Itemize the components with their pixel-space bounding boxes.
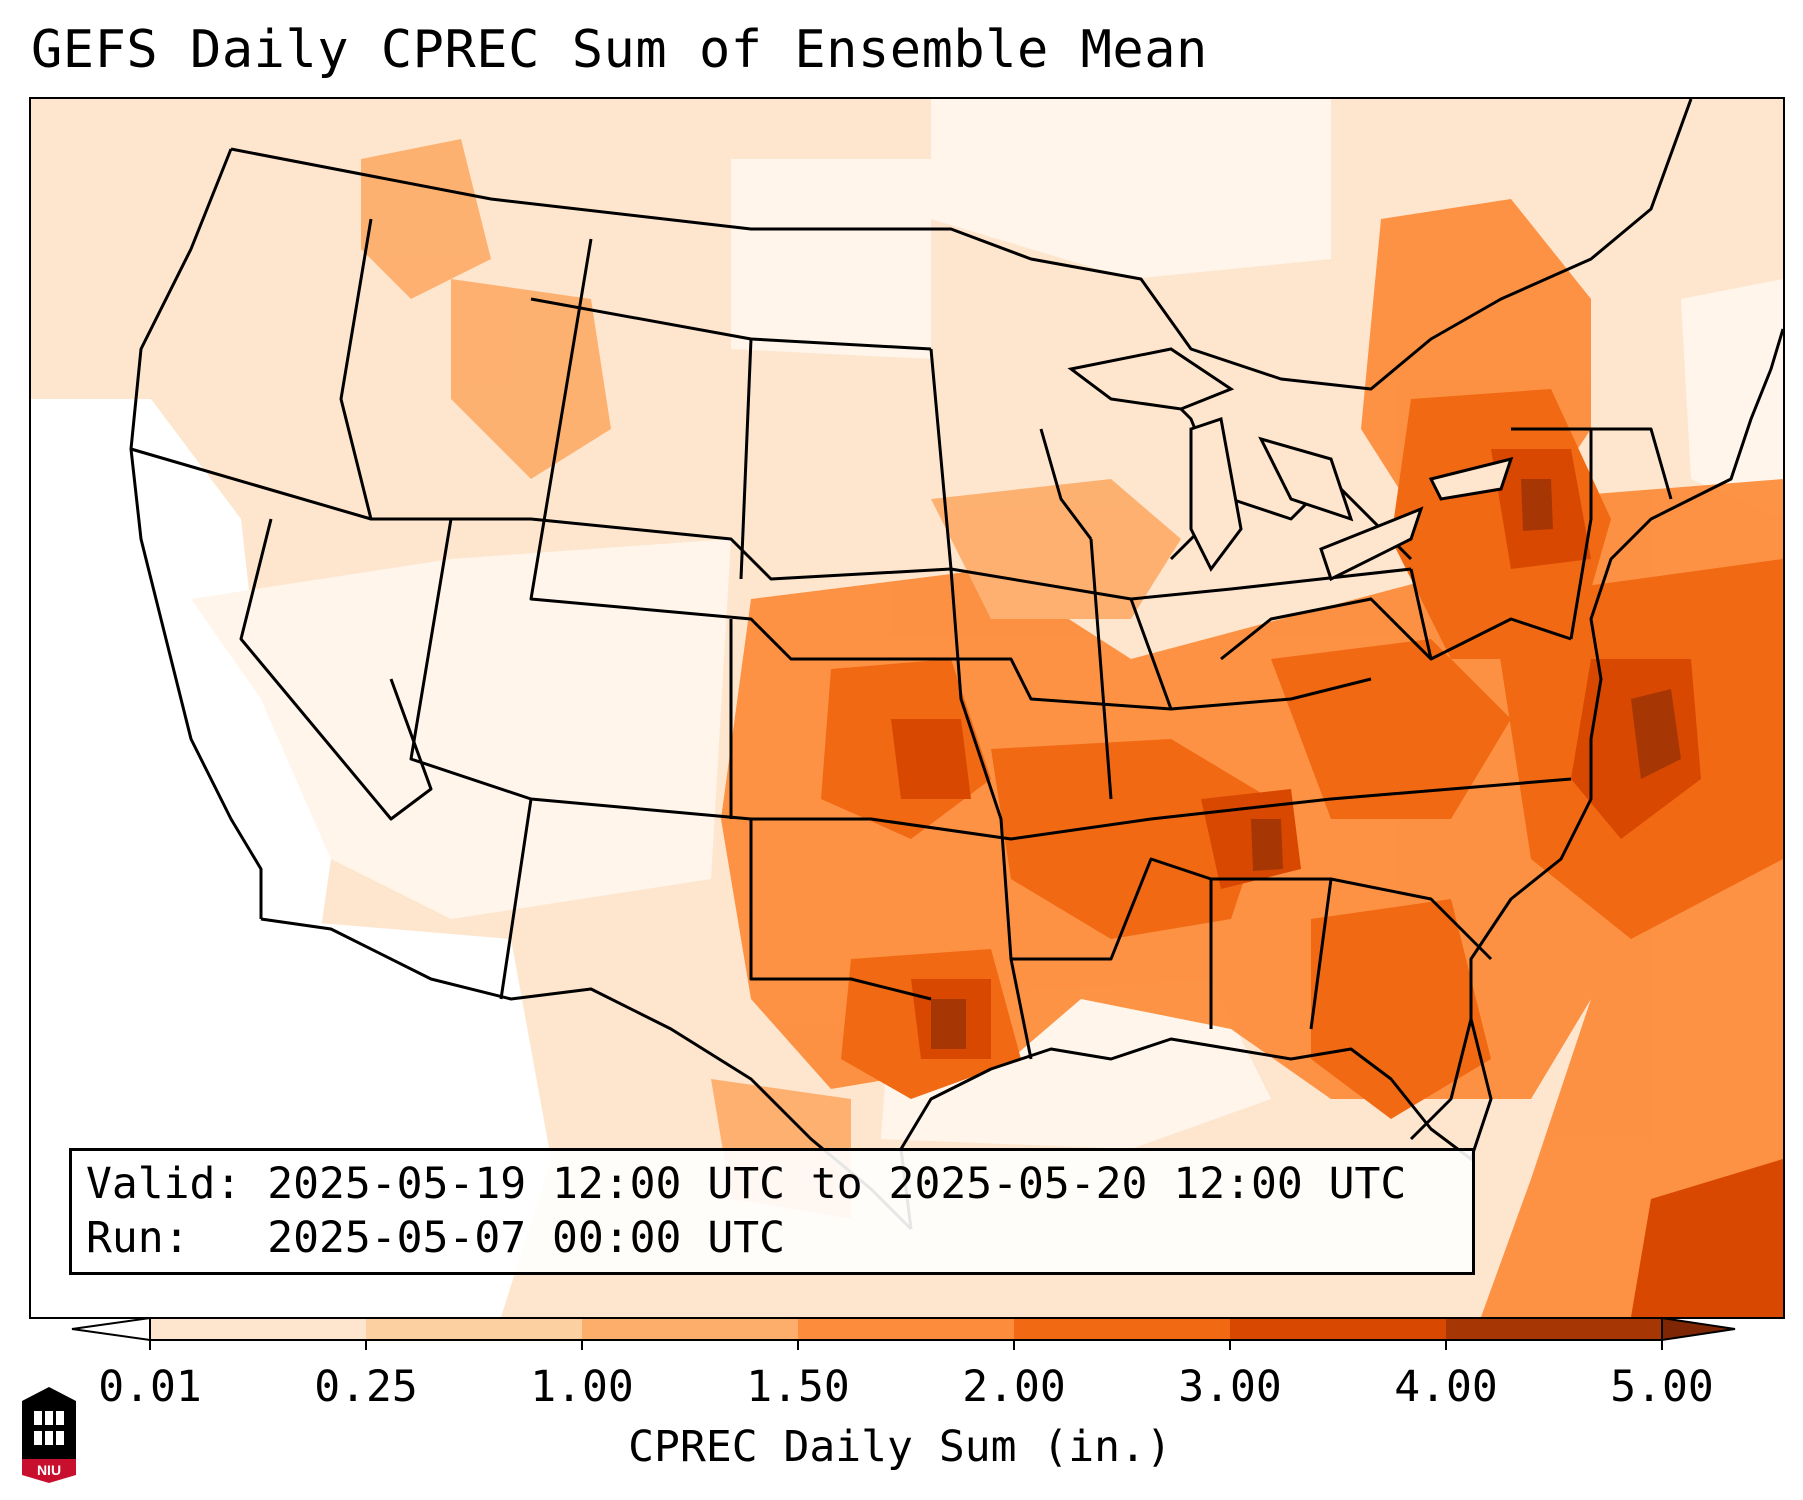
run-line: Run: 2025-05-07 00:00 UTC — [86, 1213, 785, 1263]
colorbar-segment — [1446, 1318, 1663, 1340]
colorbar-under-arrow — [71, 1316, 151, 1342]
colorbar-tick-label: 1.00 — [530, 1362, 634, 1412]
colorbar-tick-label: 0.01 — [98, 1362, 202, 1412]
colorbar-segment — [798, 1318, 1015, 1340]
valid-label: Valid: — [86, 1159, 242, 1209]
colorbar-tick-label: 4.00 — [1394, 1362, 1498, 1412]
precip-field-dry — [31, 99, 1783, 1317]
colorbar-segment — [150, 1318, 367, 1340]
colorbar-label: CPREC Daily Sum (in.) — [628, 1422, 1172, 1472]
colorbar-tick-label: 2.00 — [962, 1362, 1066, 1412]
colorbar-tick-label: 1.50 — [746, 1362, 850, 1412]
colorbar-over-arrow — [1661, 1316, 1736, 1342]
valid-value: 2025-05-19 12:00 UTC to 2025-05-20 12:00… — [267, 1159, 1407, 1209]
colorbar — [71, 1316, 1736, 1350]
colorbar-segment — [366, 1318, 583, 1340]
precip-field-peak — [931, 479, 1681, 1049]
run-label: Run: — [86, 1213, 190, 1263]
info-box: Valid: 2025-05-19 12:00 UTC to 2025-05-2… — [69, 1148, 1475, 1275]
colorbar-tick-label: 0.25 — [314, 1362, 418, 1412]
niu-logo: NIU — [22, 1387, 76, 1483]
colorbar-segment — [1014, 1318, 1231, 1340]
page-title: GEFS Daily CPREC Sum of Ensemble Mean — [31, 20, 1208, 80]
precip-map — [31, 99, 1783, 1317]
map-panel[interactable]: Valid: 2025-05-19 12:00 UTC to 2025-05-2… — [29, 97, 1785, 1319]
great-lakes — [1067, 347, 1514, 582]
run-value: 2025-05-07 00:00 UTC — [267, 1213, 785, 1263]
colorbar-border — [149, 1317, 1663, 1341]
svg-text:NIU: NIU — [37, 1462, 61, 1478]
colorbar-tick-label: 5.00 — [1610, 1362, 1714, 1412]
colorbar-tick-label: 3.00 — [1178, 1362, 1282, 1412]
colorbar-segment — [1230, 1318, 1447, 1340]
valid-line: Valid: 2025-05-19 12:00 UTC to 2025-05-2… — [86, 1159, 1406, 1209]
colorbar-segment — [582, 1318, 799, 1340]
